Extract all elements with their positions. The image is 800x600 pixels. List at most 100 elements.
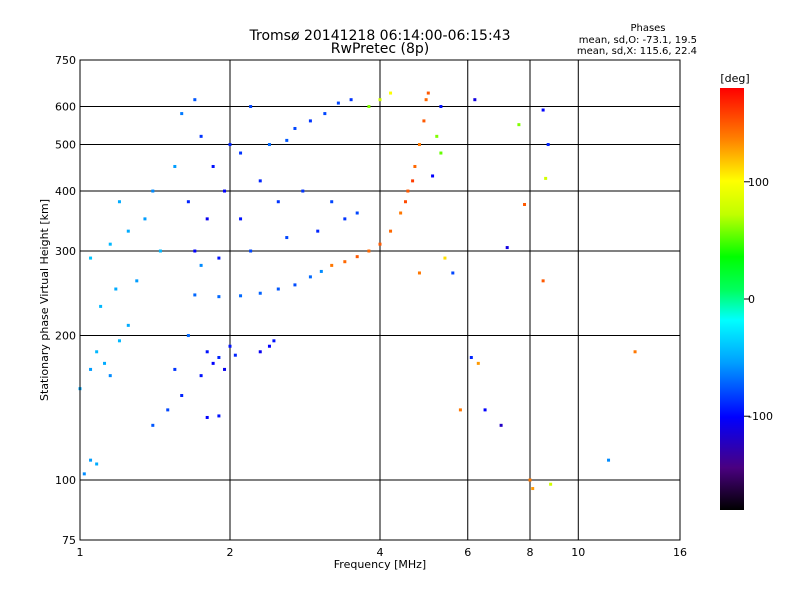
data-point <box>330 263 334 267</box>
data-point <box>499 423 503 427</box>
data-point <box>517 123 521 127</box>
colorbar-tick-label: 0 <box>748 293 755 306</box>
data-point <box>541 279 545 283</box>
data-point <box>89 367 93 371</box>
data-point <box>89 458 93 462</box>
data-point <box>367 249 371 253</box>
data-point <box>117 339 121 343</box>
data-point <box>469 355 473 359</box>
data-point <box>607 458 611 462</box>
y-tick-label: 75 <box>62 534 76 547</box>
data-point <box>476 361 480 365</box>
data-point <box>285 138 289 142</box>
x-tick-label: 2 <box>227 546 234 559</box>
x-tick-label: 16 <box>673 546 687 559</box>
data-point <box>205 415 209 419</box>
data-point <box>108 374 112 378</box>
data-point <box>117 200 121 204</box>
colorbar-unit: [deg] <box>720 72 749 85</box>
data-point <box>228 344 232 348</box>
data-point <box>276 287 280 291</box>
data-point <box>293 283 297 287</box>
data-point <box>285 236 289 240</box>
data-point <box>411 179 415 183</box>
data-point <box>126 229 130 233</box>
x-axis-label: Frequency [MHz] <box>334 558 426 571</box>
data-point <box>267 344 271 348</box>
x-axis-ticks: 1 2 4 6 8 10 16 <box>77 546 688 559</box>
data-point <box>439 105 443 109</box>
data-point <box>173 164 177 168</box>
data-point <box>483 408 487 412</box>
data-point <box>378 98 382 102</box>
chart-subtitle: RwPretec (8p) <box>331 41 429 57</box>
data-point <box>349 98 353 102</box>
data-point <box>413 164 417 168</box>
data-point <box>633 350 637 354</box>
legend-title: Phases <box>630 23 665 34</box>
data-point <box>249 249 253 253</box>
data-point <box>323 112 327 116</box>
y-tick-label: 600 <box>55 101 76 114</box>
data-point <box>199 134 203 138</box>
x-tick-label: 8 <box>527 546 534 559</box>
data-point <box>239 217 243 221</box>
data-point <box>443 256 447 260</box>
data-point <box>205 350 209 354</box>
data-point <box>258 179 262 183</box>
data-point <box>151 189 155 193</box>
data-point <box>355 211 359 215</box>
data-point <box>301 189 305 193</box>
data-point <box>528 478 532 482</box>
data-point <box>199 263 203 267</box>
data-point <box>308 119 312 123</box>
x-tick-label: 10 <box>571 546 585 559</box>
data-point <box>186 200 190 204</box>
data-point <box>180 112 184 116</box>
data-point <box>316 229 320 233</box>
data-point <box>258 291 262 295</box>
data-point <box>186 334 190 338</box>
data-point <box>458 408 462 412</box>
colorbar-ticks: 100 0 -100 <box>744 176 773 423</box>
data-point <box>158 249 162 253</box>
legend-line-o: mean, sd,O: -73.1, 19.5 <box>579 35 697 46</box>
data-point <box>126 323 130 327</box>
data-point <box>523 202 527 206</box>
data-point <box>217 414 221 418</box>
data-point <box>276 200 280 204</box>
data-point <box>389 91 393 95</box>
x-tick-label: 6 <box>464 546 471 559</box>
data-point <box>95 462 99 466</box>
grid <box>80 60 680 540</box>
y-axis-ticks: 75 100 200 300 400 500 600 750 <box>55 54 76 547</box>
data-point <box>424 98 428 102</box>
data-point <box>114 287 118 291</box>
data-point <box>319 269 323 273</box>
data-point <box>343 217 347 221</box>
data-point <box>355 255 359 259</box>
data-point <box>422 119 426 123</box>
data-point <box>211 361 215 365</box>
data-point <box>293 126 297 130</box>
data-point <box>435 134 439 138</box>
data-point <box>531 487 535 491</box>
data-point <box>217 355 221 359</box>
data-point <box>417 271 421 275</box>
data-point <box>223 189 227 193</box>
x-tick-label: 1 <box>77 546 84 559</box>
legend-line-x: mean, sd,X: 115.6, 22.4 <box>577 46 697 57</box>
data-point <box>249 105 253 109</box>
data-point <box>439 151 443 155</box>
data-point <box>541 108 545 112</box>
data-point <box>239 294 243 298</box>
data-point <box>82 472 86 476</box>
data-point <box>267 143 271 147</box>
data-point <box>151 423 155 427</box>
data-point <box>217 256 221 260</box>
data-point <box>343 260 347 264</box>
data-point <box>406 189 410 193</box>
data-point <box>135 279 139 283</box>
data-point <box>272 339 276 343</box>
